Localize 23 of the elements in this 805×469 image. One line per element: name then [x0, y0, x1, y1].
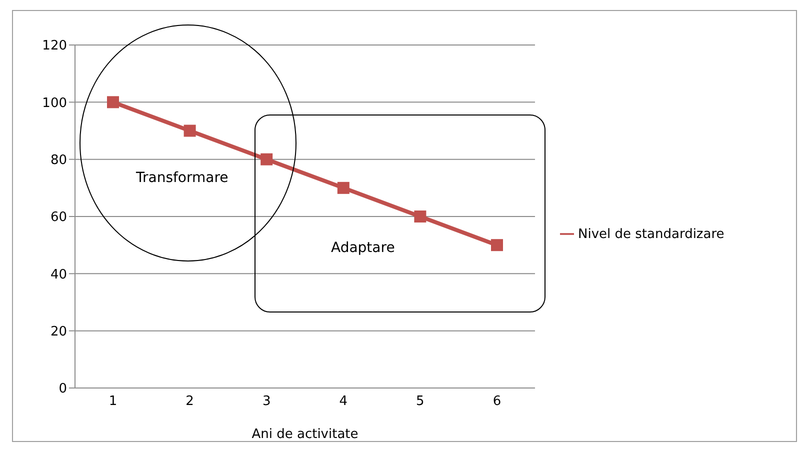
x-tick-label: 6 [492, 394, 502, 410]
y-tick-label: 20 [50, 324, 67, 340]
y-tick-label: 120 [42, 38, 67, 54]
x-tick-label: 5 [416, 394, 424, 410]
x-tick-label: 4 [339, 394, 348, 410]
y-tick-label: 80 [50, 152, 67, 168]
x-axis-title: Ani de activitate [252, 427, 358, 442]
annotation: Adaptare [331, 240, 395, 256]
x-tick-label: 2 [186, 394, 194, 410]
point [107, 96, 119, 108]
x-tick-label: 1 [108, 394, 118, 410]
annotation: Transformare [136, 170, 228, 186]
y-tick-label: 100 [42, 96, 67, 111]
y-tick-label: 0 [58, 382, 67, 397]
x-tick-label: 3 [262, 394, 271, 410]
legend-label: Nivel de standardizare [578, 227, 724, 242]
point [491, 239, 503, 252]
point [414, 210, 426, 222]
point [337, 182, 350, 194]
point [184, 124, 196, 137]
y-tick-label: 60 [50, 210, 67, 226]
point [260, 153, 273, 166]
y-tick-label: 40 [50, 267, 67, 282]
